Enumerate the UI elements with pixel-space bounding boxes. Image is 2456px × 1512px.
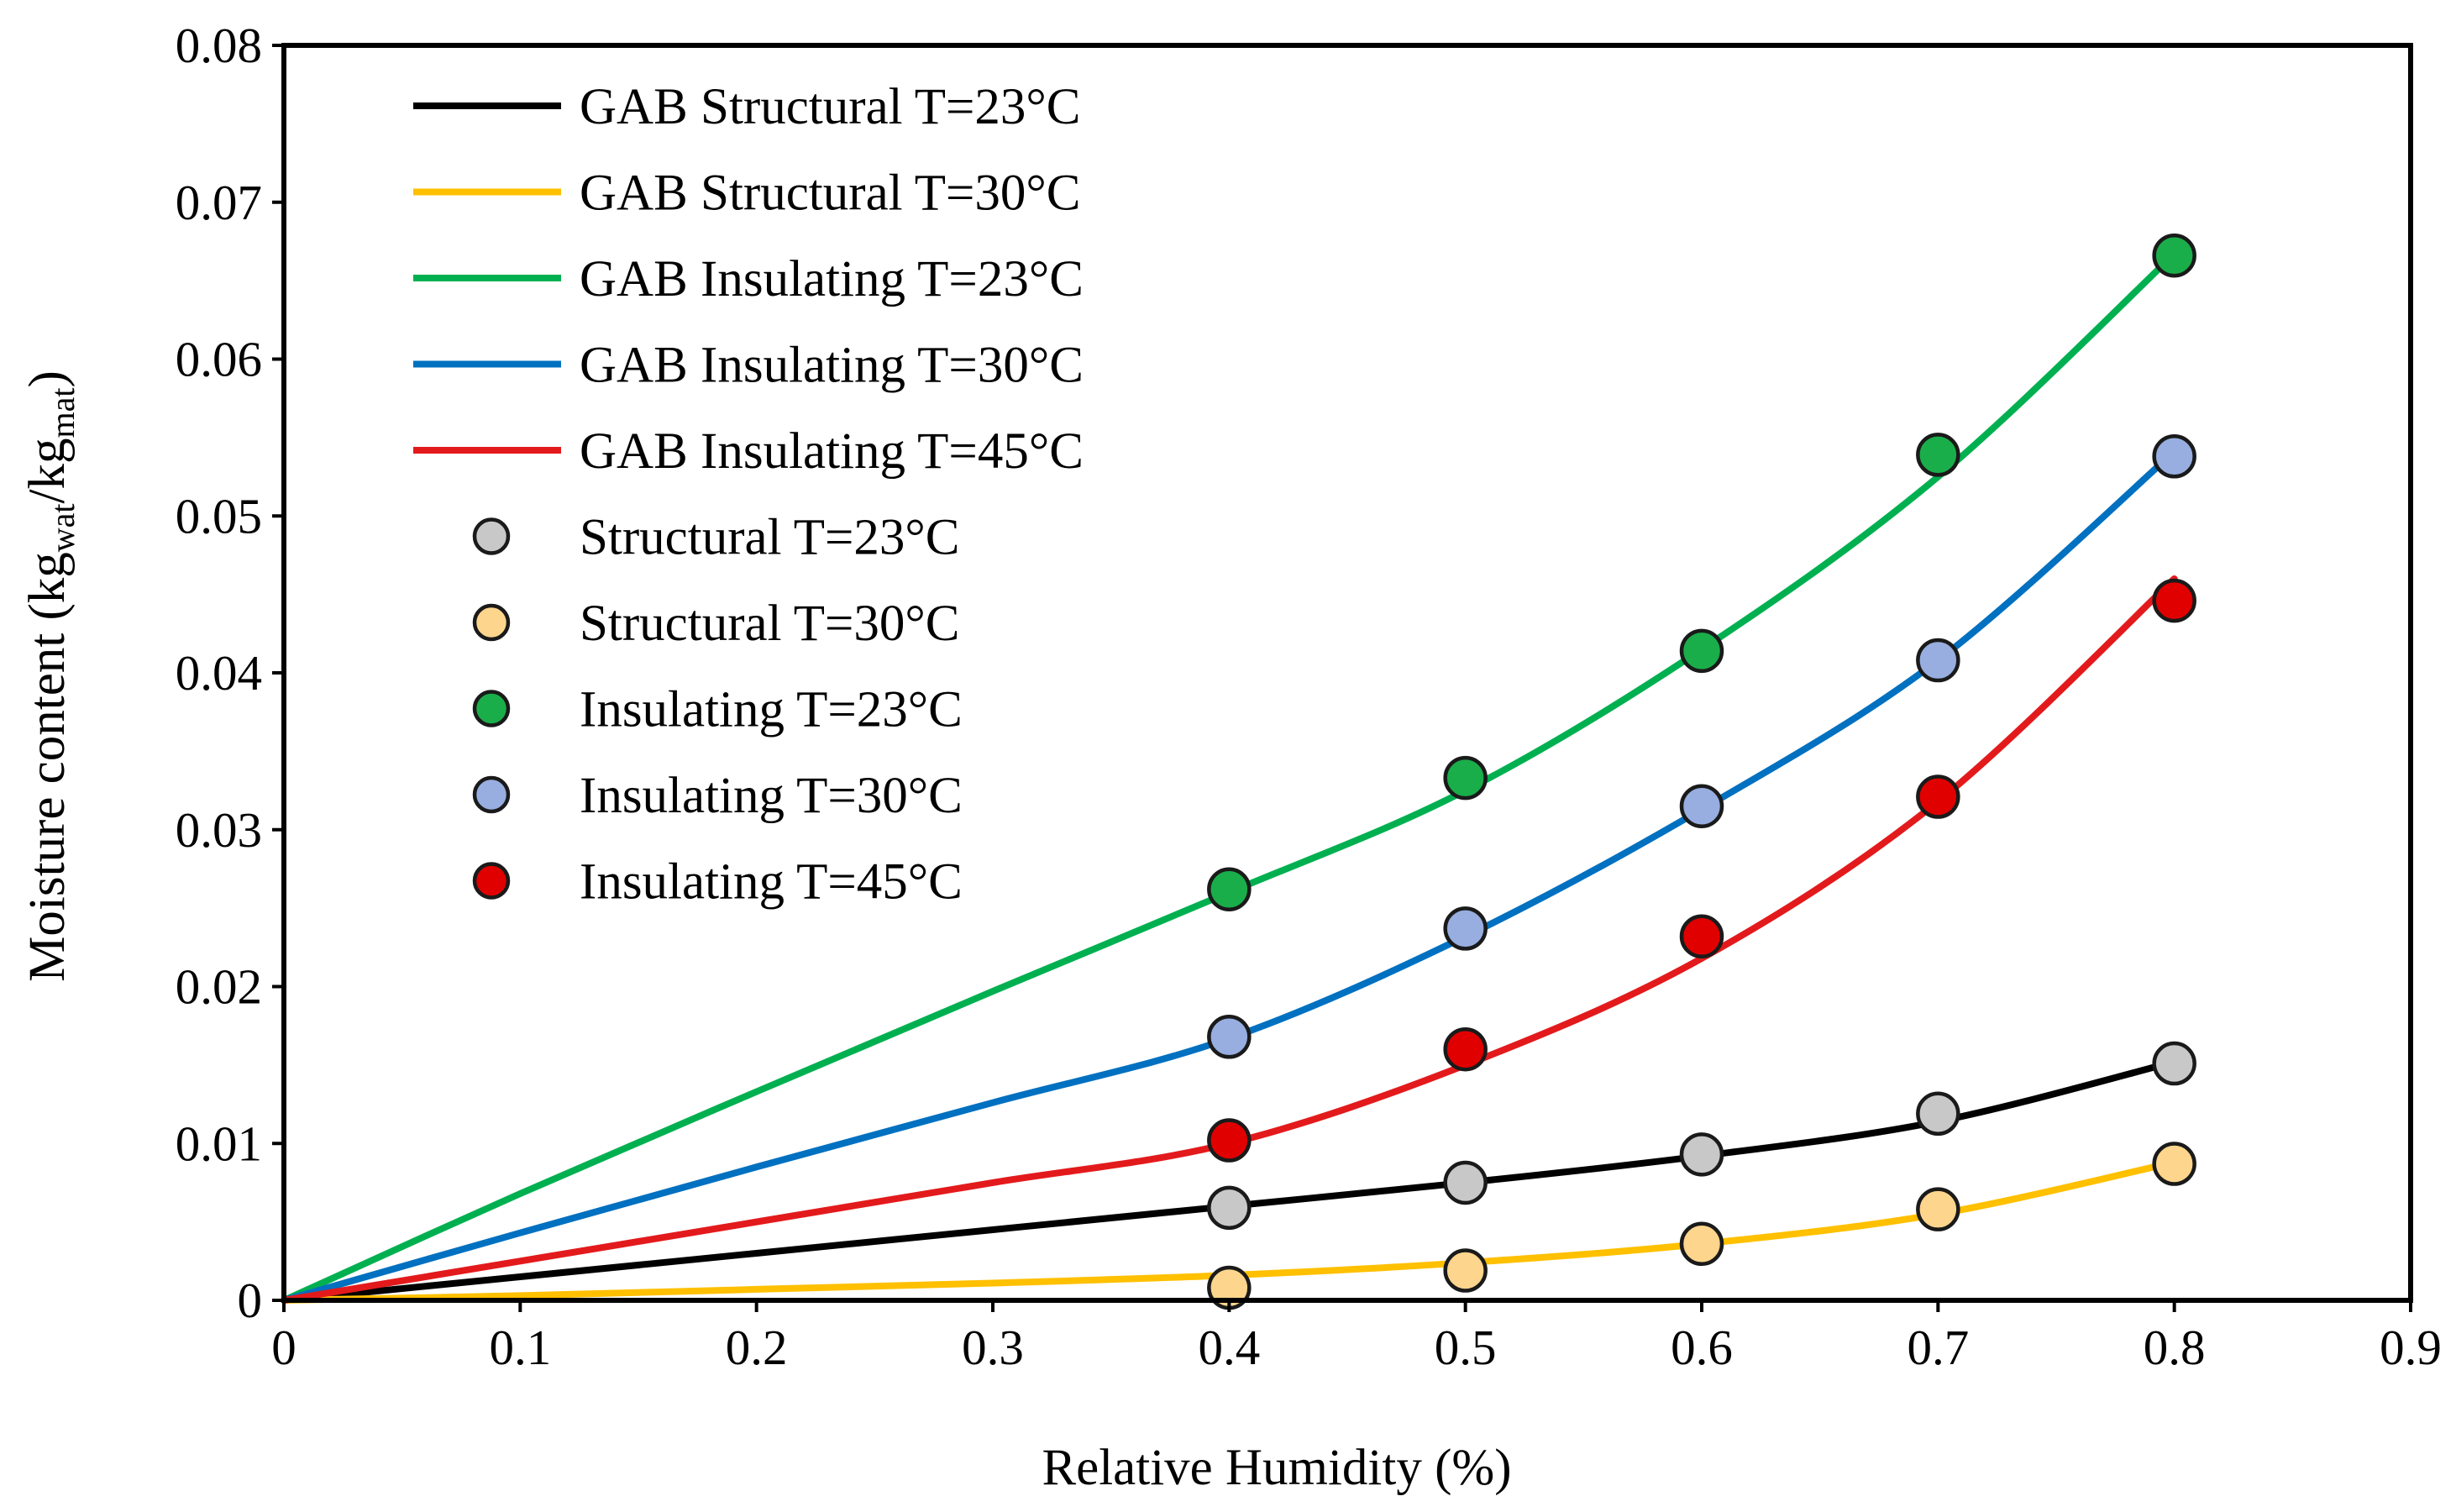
legend-label-2: GAB Insulating T=23°C: [580, 251, 1084, 307]
data-point-1-2: [1679, 1221, 1724, 1267]
data-point-4-0: [1207, 1118, 1252, 1163]
legend-label-1: GAB Structural T=30°C: [580, 165, 1080, 222]
data-point-3-4: [2152, 434, 2196, 479]
data-point-1-3: [1916, 1187, 1960, 1231]
data-point-0-2: [1679, 1132, 1724, 1177]
legend-marker-6: [472, 603, 511, 642]
legend-marker-8: [472, 775, 511, 814]
data-point-2-0: [1207, 867, 1252, 911]
y-tick-label-8: 0.08: [176, 18, 262, 73]
data-point-1-4: [2152, 1142, 2196, 1186]
x-tick-label-1: 0.1: [489, 1320, 551, 1375]
legend-label-5: Structural T=23°C: [580, 510, 959, 566]
data-point-2-2: [1679, 628, 1724, 674]
y-axis-title-mid: /kg: [19, 438, 76, 503]
x-axis-title: Relative Humidity (%): [1042, 1440, 1511, 1496]
data-point-4-4: [2152, 578, 2196, 623]
data-point-2-1: [1443, 755, 1488, 801]
y-axis-title-prefix: Moisture content (kg: [19, 552, 76, 982]
x-tick-label-2: 0.2: [726, 1320, 788, 1375]
data-point-0-4: [2152, 1041, 2196, 1086]
data-point-0-1: [1443, 1160, 1488, 1205]
data-point-2-3: [1916, 433, 1960, 477]
y-tick-label-5: 0.05: [176, 488, 262, 543]
legend-label-7: Insulating T=23°C: [580, 682, 963, 738]
legend-marker-7: [472, 690, 511, 727]
x-tick-label-8: 0.8: [2144, 1320, 2206, 1375]
y-tick-label-1: 0.01: [176, 1116, 262, 1171]
y-tick-label-6: 0.06: [176, 332, 262, 387]
x-tick-label-6: 0.6: [1671, 1320, 1733, 1375]
data-point-0-0: [1207, 1185, 1252, 1231]
y-axis-title-sub2: mat: [44, 388, 81, 438]
legend-marker-9: [472, 862, 511, 900]
legend-label-8: Insulating T=30°C: [580, 768, 963, 824]
y-tick-label-7: 0.07: [176, 175, 262, 230]
data-point-4-3: [1916, 774, 1960, 819]
legend-label-9: Insulating T=45°C: [580, 854, 963, 911]
y-axis-title: Moisture content (kgwat/kgmat): [19, 370, 81, 982]
data-point-2-4: [2152, 233, 2196, 278]
data-point-4-2: [1679, 914, 1724, 958]
legend-label-3: GAB Insulating T=30°C: [580, 338, 1084, 394]
series-line-4: [281, 575, 2178, 1304]
axes-layer: 0 0.1 0.2 0.3 0.4 0.5 0.6 0.7 0.8 0.9 0 0.01 0.02 0.0…: [176, 18, 2442, 1375]
series-layer: [281, 233, 2196, 1310]
data-point-1-1: [1443, 1248, 1488, 1293]
x-tick-label-5: 0.5: [1435, 1320, 1497, 1375]
data-point-3-3: [1916, 638, 1960, 683]
data-point-0-3: [1916, 1091, 1960, 1137]
x-tick-label-0: 0: [271, 1320, 297, 1375]
data-point-4-1: [1443, 1026, 1488, 1072]
legend-label-6: Structural T=30°C: [580, 596, 959, 652]
data-point-3-0: [1207, 1015, 1252, 1059]
y-tick-label-2: 0.02: [176, 959, 262, 1015]
y-axis-title-sub1: wat: [44, 503, 81, 552]
x-tick-label-4: 0.4: [1198, 1320, 1260, 1375]
data-point-3-1: [1443, 906, 1488, 951]
y-tick-label-4: 0.04: [176, 645, 262, 701]
legend-marker-5: [472, 517, 511, 555]
legend-label-0: GAB Structural T=23°C: [580, 79, 1080, 135]
data-point-3-2: [1679, 784, 1724, 828]
x-tick-label-9: 0.9: [2380, 1320, 2442, 1375]
legend: GAB Structural T=23°C GAB Structural T=30…: [413, 79, 1084, 911]
y-tick-label-0: 0: [238, 1273, 263, 1328]
legend-label-4: GAB Insulating T=45°C: [580, 423, 1084, 480]
y-tick-label-3: 0.03: [176, 802, 262, 858]
x-tick-label-3: 0.3: [962, 1320, 1024, 1375]
y-axis-title-suffix: ): [19, 370, 76, 387]
x-tick-label-7: 0.7: [1907, 1320, 1969, 1375]
